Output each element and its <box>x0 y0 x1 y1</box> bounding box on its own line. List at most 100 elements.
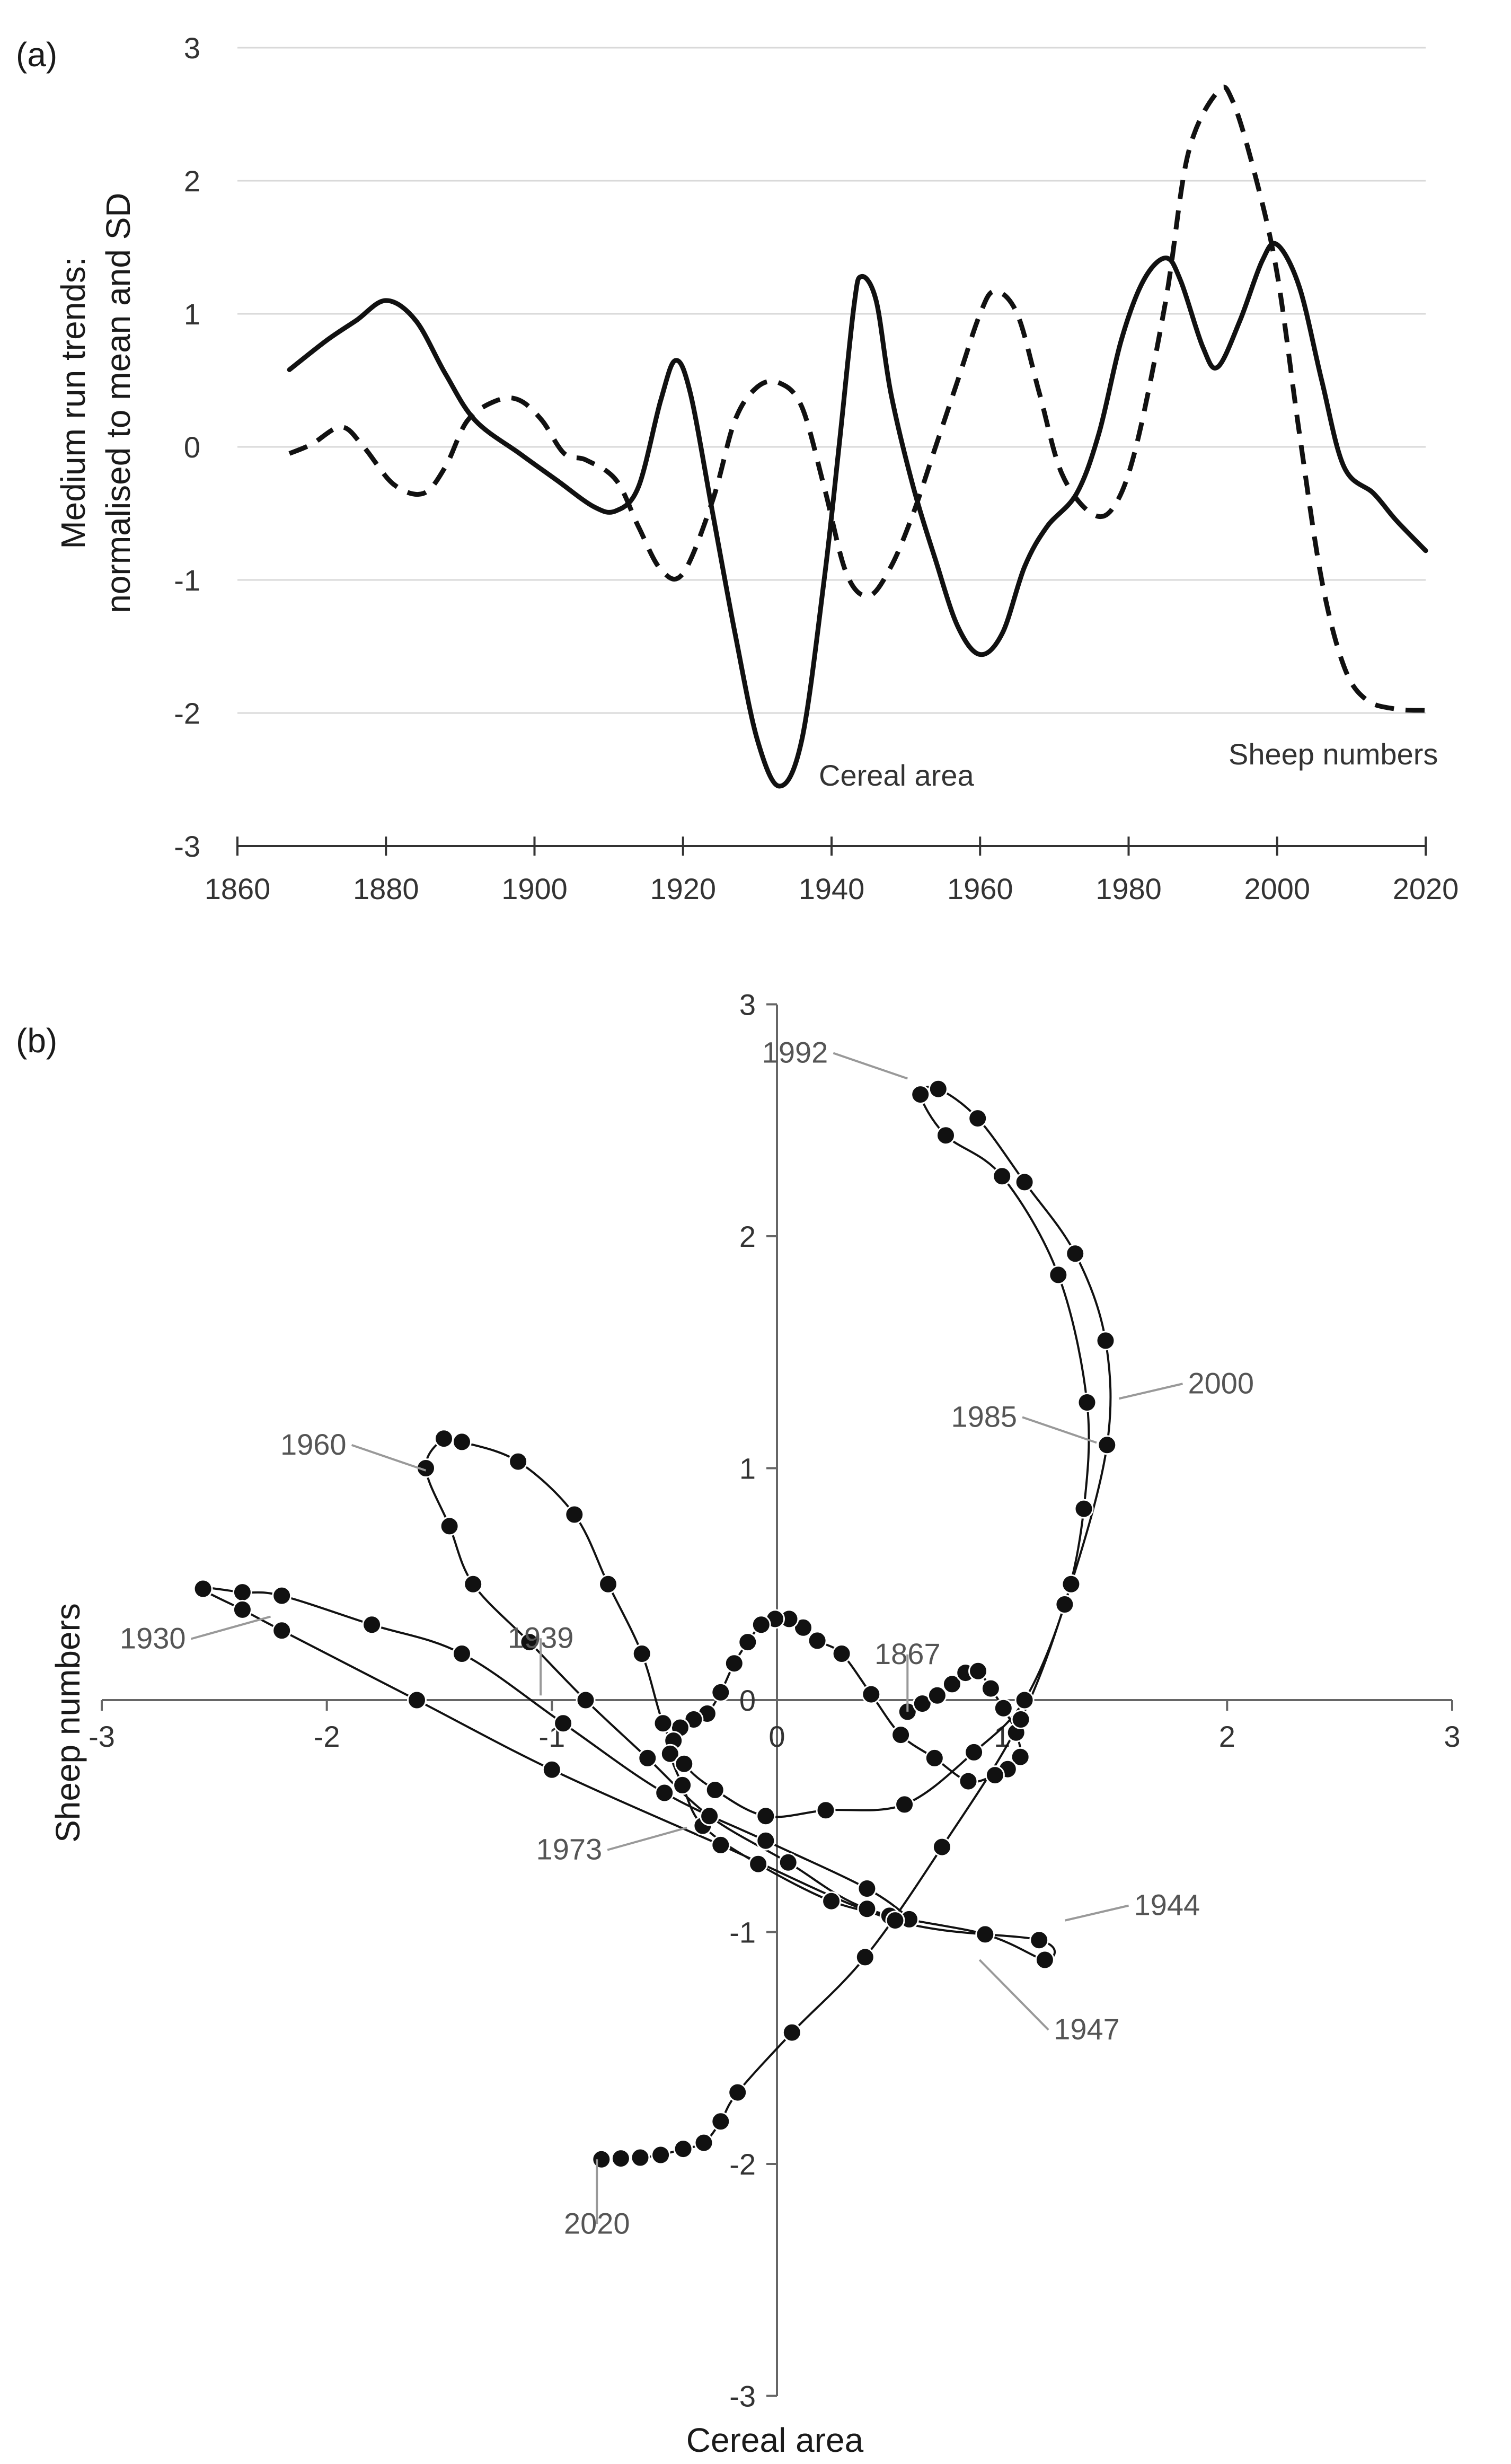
trajectory-point <box>1029 1930 1049 1950</box>
y-tick-label: -1 <box>729 1916 756 1949</box>
trajectory-point <box>738 1632 758 1652</box>
y-tick-label: 2 <box>184 164 200 198</box>
y-tick-label: 0 <box>184 430 200 464</box>
trajectory-point <box>591 2149 612 2169</box>
trajectory-point <box>1074 1499 1094 1519</box>
year-label: 1985 <box>951 1400 1017 1433</box>
trajectory-point <box>1055 1595 1075 1614</box>
year-leader-line <box>978 1959 1049 2031</box>
trajectory-point <box>632 1644 652 1664</box>
trajectory-point <box>1061 1574 1081 1594</box>
trajectory-point <box>1014 1172 1035 1192</box>
year-label: 1960 <box>280 1428 347 1461</box>
trajectory-point <box>576 1690 596 1710</box>
panel-a-gridlines <box>237 47 1426 714</box>
trajectory-point <box>855 1947 875 1967</box>
panel-a-x-axis <box>236 837 1427 856</box>
year-leader-line <box>833 1052 908 1080</box>
series-label-cereal-area: Cereal area <box>819 759 974 792</box>
trajectory-point <box>700 1806 720 1826</box>
trajectory-point <box>611 2149 631 2169</box>
y-tick-label: 1 <box>184 297 200 331</box>
y-tick-label: -3 <box>174 830 200 863</box>
trajectory-point <box>711 1682 731 1702</box>
trajectory-point <box>751 1615 771 1635</box>
trajectory-point <box>958 1771 978 1791</box>
trajectory-point <box>673 2139 693 2159</box>
year-label: 1939 <box>508 1621 574 1654</box>
trajectory-point <box>778 1852 798 1872</box>
trajectory-point <box>821 1891 842 1911</box>
x-tick-label: 1860 <box>205 872 271 905</box>
x-tick-label: 3 <box>1444 1720 1460 1753</box>
trajectory-point <box>564 1504 585 1525</box>
x-tick-label: -3 <box>89 1720 115 1753</box>
trajectory-point <box>807 1631 827 1651</box>
year-leader-line <box>1022 1416 1097 1444</box>
year-labels: 1992 2000 1985 1960 1867 1939 1930 1973 1944 1947… <box>120 1036 1254 2240</box>
year-label: 1867 <box>874 1637 941 1670</box>
trajectory-point <box>985 1765 1005 1785</box>
x-tick-label: 1940 <box>799 872 865 905</box>
trajectory-point <box>598 1574 618 1594</box>
panel-a-label: (a) <box>16 36 57 74</box>
trajectory-point <box>452 1432 472 1452</box>
trajectory-point <box>651 2145 671 2165</box>
panel-b-ylabel: Sheep numbers <box>49 1603 87 1843</box>
x-tick-label: 1980 <box>1095 872 1162 905</box>
year-label: 1930 <box>120 1622 186 1655</box>
trajectory-point <box>660 1744 680 1764</box>
trajectory-point <box>1097 1435 1117 1455</box>
trajectory-point <box>980 1678 1001 1699</box>
trajectory-point <box>832 1644 852 1664</box>
trajectory-point <box>407 1690 427 1710</box>
panel-a-ylabel-line2: normalised to mean and SD <box>99 192 137 613</box>
panel-a-y-axis-title: Medium run trends: normalised to mean an… <box>54 192 137 613</box>
x-tick-label: 2020 <box>1393 872 1459 905</box>
trajectory-point <box>674 1754 694 1774</box>
y-tick-label: 3 <box>184 31 200 65</box>
y-tick-label: -1 <box>174 564 200 597</box>
trajectory-point <box>653 1713 673 1733</box>
trajectory-point <box>1035 1950 1055 1970</box>
x-tick-label: 1900 <box>501 872 568 905</box>
trajectory-point <box>434 1429 454 1449</box>
trajectory-point <box>992 1166 1012 1186</box>
trajectory-point <box>756 1806 776 1826</box>
trajectory-point <box>816 1800 836 1820</box>
y-tick-label: 2 <box>739 1220 756 1253</box>
y-tick-label: 1 <box>739 1452 756 1485</box>
trajectory-line <box>202 1086 1112 2161</box>
trajectory-points <box>193 1079 1117 2169</box>
year-leader-line <box>607 1826 687 1851</box>
y-tick-label: 3 <box>739 988 756 1022</box>
trajectory-point <box>508 1451 528 1472</box>
trajectory-point <box>895 1794 915 1815</box>
year-label: 1973 <box>536 1833 603 1866</box>
year-leader-line <box>190 1615 271 1640</box>
trajectory-point <box>936 1125 956 1146</box>
trajectory-point <box>193 1579 213 1599</box>
year-label: 2020 <box>564 2206 630 2240</box>
trajectory-point <box>1048 1265 1068 1285</box>
year-leader-line <box>1065 1904 1129 1922</box>
trajectory-point <box>782 2022 802 2043</box>
year-label: 2000 <box>1188 1366 1254 1400</box>
panel-b-xlabel: Cereal area <box>686 2421 864 2459</box>
trajectory-point <box>362 1615 382 1635</box>
trajectory-point <box>519 1632 540 1652</box>
trajectory-point <box>968 1661 988 1681</box>
trajectory-point <box>638 1748 658 1768</box>
y-tick-label: -2 <box>174 697 200 730</box>
panel-a-ylabel-line1: Medium run trends: <box>54 257 92 549</box>
x-tick-label: 2000 <box>1244 872 1310 905</box>
trajectory-point <box>891 1725 911 1745</box>
trajectory-point <box>728 2082 748 2102</box>
trajectory-point <box>975 1924 995 1944</box>
trajectory-point <box>748 1854 768 1874</box>
x-tick-label: 1880 <box>353 872 419 905</box>
trajectory-point <box>912 1694 932 1714</box>
trajectory-point <box>655 1783 675 1803</box>
year-label: 1944 <box>1134 1888 1200 1922</box>
trajectory-point <box>463 1574 483 1594</box>
